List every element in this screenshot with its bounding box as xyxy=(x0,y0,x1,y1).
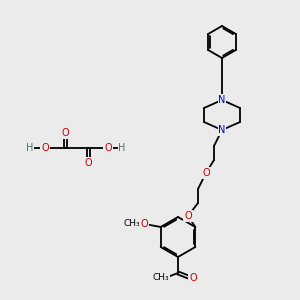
Text: O: O xyxy=(41,143,49,153)
Text: O: O xyxy=(202,168,210,178)
Text: O: O xyxy=(104,143,112,153)
Text: CH₃: CH₃ xyxy=(153,274,169,283)
Text: O: O xyxy=(141,219,148,229)
Text: CH₃: CH₃ xyxy=(123,220,140,229)
Text: O: O xyxy=(61,128,69,138)
Text: O: O xyxy=(84,158,92,168)
Text: N: N xyxy=(218,95,226,105)
Text: O: O xyxy=(184,211,192,221)
Text: N: N xyxy=(218,125,226,135)
Text: H: H xyxy=(118,143,126,153)
Text: H: H xyxy=(26,143,34,153)
Text: O: O xyxy=(189,273,197,283)
